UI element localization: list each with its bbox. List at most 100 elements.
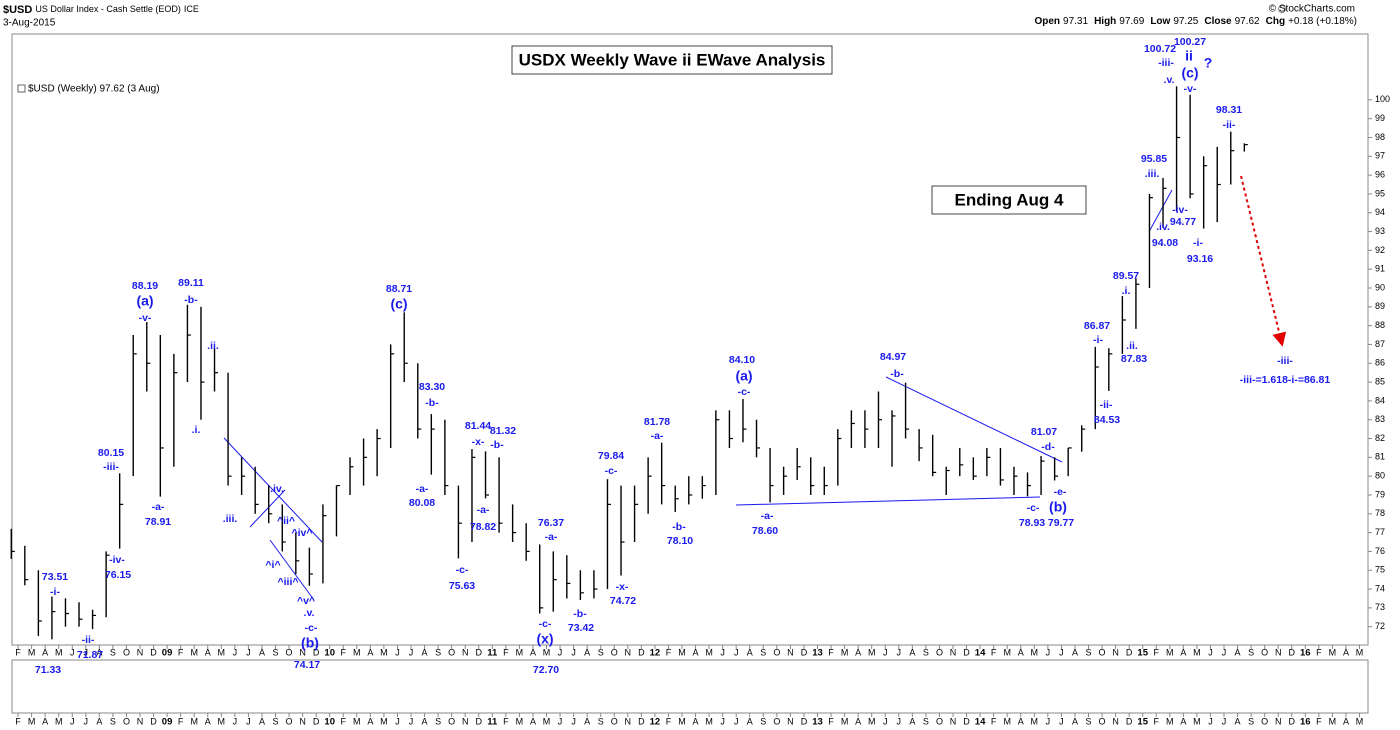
ohlc-label: High xyxy=(1094,16,1116,27)
wave-label: -v- xyxy=(139,312,152,324)
x-tick-label: M xyxy=(1003,716,1011,726)
x-tick-label: M xyxy=(1193,716,1201,726)
wave-label: 81.44 xyxy=(465,420,491,432)
y-tick-label: 94 xyxy=(1375,207,1385,217)
x-tick-label: A xyxy=(1235,647,1241,657)
wave-label: .iv. xyxy=(270,483,284,495)
x-tick-label: S xyxy=(272,647,278,657)
x-tick-label: S xyxy=(110,716,116,726)
x-tick-label: A xyxy=(1235,716,1241,726)
x-tick-label: J xyxy=(246,647,251,657)
y-tick-label: 84 xyxy=(1375,395,1385,405)
x-tick-label: N xyxy=(462,647,469,657)
y-tick-label: 99 xyxy=(1375,113,1385,123)
x-tick-label: M xyxy=(218,647,226,657)
x-tick-label: A xyxy=(1018,647,1024,657)
wave-label: ^ii^ xyxy=(277,515,295,527)
x-tick-label: M xyxy=(1193,647,1201,657)
y-tick-label: 97 xyxy=(1375,151,1385,161)
x-tick-label: O xyxy=(773,647,780,657)
x-tick-label: O xyxy=(936,716,943,726)
ohlc-value: 97.31 xyxy=(1063,16,1088,27)
wave-label: (b) xyxy=(1049,499,1067,515)
wave-label: 88.71 xyxy=(386,283,412,295)
x-tick-label: J xyxy=(1046,647,1051,657)
x-tick-label: A xyxy=(1343,647,1349,657)
y-tick-label: 89 xyxy=(1375,301,1385,311)
wave-label: -d- xyxy=(1041,441,1055,453)
subtitle: Ending Aug 4 xyxy=(955,190,1064,209)
x-tick-label: M xyxy=(516,716,524,726)
x-tick-label: A xyxy=(42,647,48,657)
x-tick-label: A xyxy=(205,647,211,657)
trendline xyxy=(885,376,1063,463)
wave-label: (a) xyxy=(735,368,752,384)
x-tick-label: 11 xyxy=(487,648,498,659)
x-tick-label: N xyxy=(1112,647,1119,657)
y-tick-label: 96 xyxy=(1375,169,1385,179)
wave-label: ^v^ xyxy=(297,595,315,607)
wave-label: -c- xyxy=(605,465,618,477)
x-tick-label: M xyxy=(868,647,876,657)
x-tick-label: M xyxy=(705,716,713,726)
wave-label: 76.15 xyxy=(105,569,131,581)
x-tick-label: A xyxy=(584,716,590,726)
x-tick-label: M xyxy=(1166,716,1174,726)
ohlc-label: Close xyxy=(1204,16,1232,27)
y-tick-label: 76 xyxy=(1375,546,1385,556)
y-tick-label: 100 xyxy=(1375,94,1390,104)
wave-label: 81.32 xyxy=(490,425,516,437)
x-tick-label: J xyxy=(233,647,238,657)
x-tick-label: N xyxy=(299,716,306,726)
x-tick-label: M xyxy=(55,647,63,657)
x-tick-label: A xyxy=(367,716,373,726)
y-tick-label: 82 xyxy=(1375,433,1385,443)
x-tick-label: 09 xyxy=(162,717,173,728)
y-tick-label: 72 xyxy=(1375,621,1385,631)
x-tick-label: F xyxy=(15,647,21,657)
y-tick-label: 75 xyxy=(1375,565,1385,575)
x-tick-label: 16 xyxy=(1300,717,1311,728)
x-tick-label: A xyxy=(584,647,590,657)
wave-label: -c- xyxy=(1027,502,1040,514)
x-tick-label: N xyxy=(950,647,957,657)
wave-label: -ii- xyxy=(1223,119,1236,131)
x-tick-label: M xyxy=(353,716,361,726)
x-tick-label: M xyxy=(1356,647,1364,657)
x-tick-label: M xyxy=(190,647,198,657)
wave-label: .iv. xyxy=(1156,221,1170,233)
wave-label: 73.51 xyxy=(42,571,68,583)
x-tick-label: J xyxy=(70,716,75,726)
wave-label: 74.17 xyxy=(294,659,320,671)
header-left: $USD US Dollar Index - Cash Settle (EOD) I… xyxy=(3,4,199,16)
x-tick-label: D xyxy=(801,647,808,657)
wave-label: -iii-=1.618-i-=86.81 xyxy=(1240,374,1331,386)
plot-frame xyxy=(11,33,1369,646)
ohlc-label: Open xyxy=(1034,16,1060,27)
wave-label: -c- xyxy=(456,564,469,576)
x-tick-label: J xyxy=(720,647,725,657)
trendline xyxy=(1149,189,1173,231)
legend-icon xyxy=(17,84,26,93)
wave-label: 84.53 xyxy=(1094,414,1120,426)
x-tick-label: M xyxy=(380,647,388,657)
wave-label: 74.72 xyxy=(610,595,636,607)
wave-label: 79.84 xyxy=(598,450,624,462)
x-tick-label: 12 xyxy=(650,648,661,659)
x-tick-label: J xyxy=(897,647,902,657)
x-tick-label: 15 xyxy=(1137,648,1148,659)
x-tick-label: S xyxy=(923,647,929,657)
x-tick-label: N xyxy=(1275,716,1282,726)
y-tick-label: 73 xyxy=(1375,602,1385,612)
x-tick-label: S xyxy=(923,716,929,726)
wave-label: -e- xyxy=(1054,486,1067,498)
wave-label: .iii. xyxy=(1145,168,1160,180)
x-tick-label: A xyxy=(96,647,102,657)
x-tick-label: D xyxy=(1289,716,1296,726)
copyright: © StockCharts.com xyxy=(1269,4,1355,15)
x-tick-label: M xyxy=(353,647,361,657)
lower-panel xyxy=(11,659,1369,714)
wave-label: 100.27 xyxy=(1174,36,1206,48)
x-tick-label: A xyxy=(855,647,861,657)
x-tick-label: M xyxy=(543,647,551,657)
